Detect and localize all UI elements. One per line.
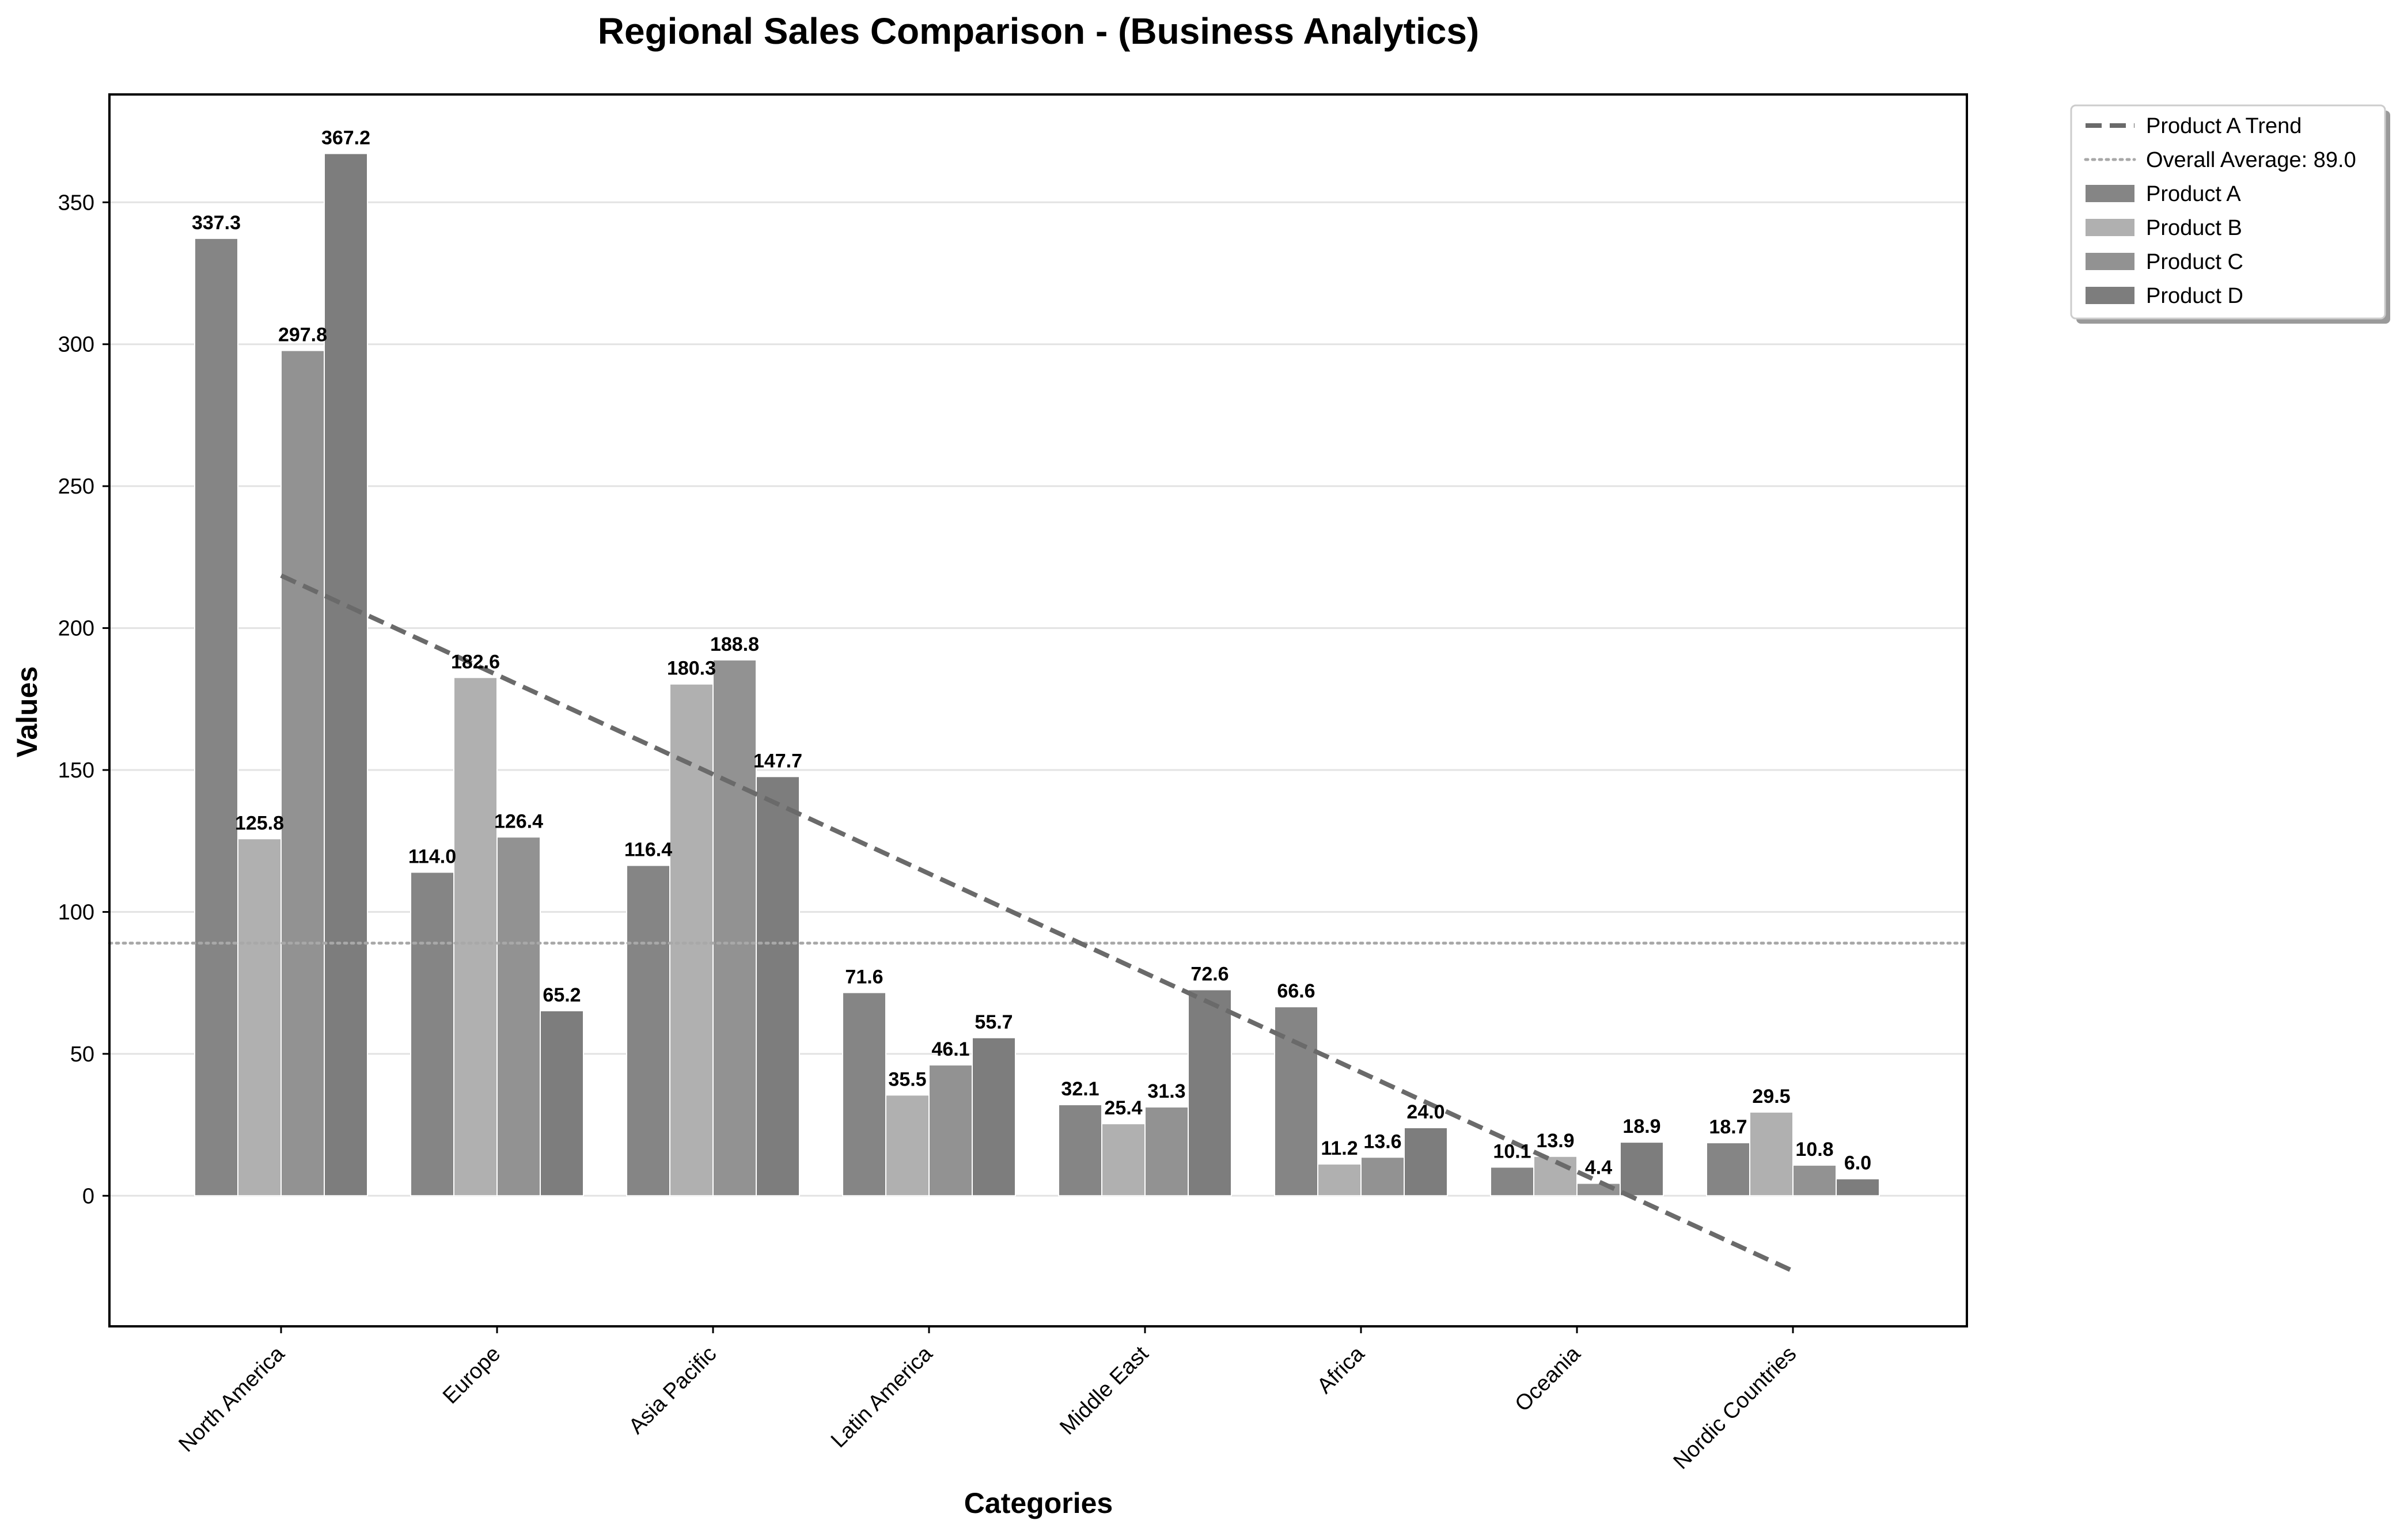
bar-product-c (712, 659, 757, 1197)
bar-product-b (1317, 1163, 1362, 1197)
bar-product-a (1706, 1142, 1750, 1197)
bar-value-label: 18.9 (1622, 1116, 1660, 1137)
bars (194, 153, 1880, 1197)
bar-product-c (928, 1064, 973, 1197)
bar-product-d (972, 1037, 1016, 1197)
bar-value-label: 25.4 (1104, 1097, 1142, 1119)
legend-swatch (2086, 185, 2134, 202)
bar-product-c (496, 836, 541, 1197)
bar-value-label: 46.1 (931, 1038, 969, 1060)
bar-value-label: 32.1 (1061, 1078, 1099, 1100)
bar-value-label: 55.7 (975, 1011, 1013, 1033)
bar-product-d (1836, 1178, 1880, 1197)
legend-label: Product A Trend (2146, 114, 2302, 138)
bar-product-b (885, 1094, 930, 1197)
bar-value-label: 6.0 (1844, 1152, 1871, 1174)
bar-value-label: 29.5 (1752, 1086, 1790, 1107)
bar-product-d (1404, 1127, 1448, 1197)
bar-product-a (410, 871, 454, 1197)
bar-value-label: 10.1 (1493, 1141, 1531, 1163)
bar-product-d (1188, 989, 1232, 1197)
bar-value-label: 71.6 (845, 966, 883, 988)
bar-product-d (540, 1010, 584, 1197)
bar-product-b (669, 683, 714, 1197)
bar-value-label: 13.9 (1536, 1130, 1574, 1152)
bar-value-label: 125.8 (235, 812, 284, 834)
y-tick-label: 100 (58, 900, 94, 924)
bar-value-label: 147.7 (753, 750, 802, 772)
y-tick-label: 300 (58, 333, 94, 357)
legend-label: Product C (2146, 250, 2243, 274)
bar-product-b (1749, 1111, 1794, 1197)
bar-product-a (1490, 1166, 1534, 1197)
bar-product-a (194, 237, 238, 1197)
legend-swatch (2086, 219, 2134, 236)
bar-value-label: 116.4 (624, 839, 672, 861)
bar-labels: 337.3 114.0 116.4 71.6 32.1 66.6 10.1 18.7 125.8… (192, 127, 1871, 1179)
bar-product-b (453, 677, 498, 1197)
y-tick-label: 50 (70, 1042, 94, 1067)
bar-value-label: 114.0 (408, 845, 456, 867)
bar-value-label: 11.2 (1321, 1137, 1358, 1159)
legend-label: Overall Average: 89.0 (2146, 148, 2356, 172)
bar-product-c (1360, 1156, 1405, 1197)
legend-swatch (2086, 287, 2134, 304)
bar-product-c (1792, 1165, 1837, 1197)
bar-value-label: 65.2 (543, 984, 581, 1006)
bar-value-label: 35.5 (888, 1068, 926, 1090)
bar-value-label: 337.3 (192, 212, 241, 234)
bar-product-c (1144, 1106, 1189, 1197)
bar-product-d (756, 776, 800, 1197)
bar-value-label: 10.8 (1795, 1139, 1833, 1160)
bar-product-b (1101, 1123, 1146, 1197)
legend-swatch (2086, 253, 2134, 270)
bar-value-label: 188.8 (710, 634, 759, 655)
y-tick-label: 350 (58, 191, 94, 215)
legend-label: Product A (2146, 182, 2241, 206)
bar-product-b (237, 838, 282, 1197)
bar-product-d (324, 153, 368, 1197)
y-axis-title: Values (11, 666, 43, 757)
bar-product-d (1620, 1141, 1664, 1197)
legend-label: Product B (2146, 216, 2242, 240)
bar-value-label: 13.6 (1363, 1131, 1401, 1152)
y-tick-label: 200 (58, 617, 94, 641)
y-tick-label: 150 (58, 758, 94, 783)
legend-label: Product D (2146, 284, 2243, 308)
bar-product-a (1058, 1104, 1102, 1197)
y-tick-label: 250 (58, 475, 94, 499)
bar-product-b (1533, 1155, 1578, 1197)
reference-lines (108, 573, 1969, 1273)
bar-value-label: 4.4 (1585, 1157, 1612, 1179)
bar-value-label: 66.6 (1277, 980, 1315, 1002)
plot-frame (108, 93, 1968, 1327)
x-axis-title: Categories (964, 1487, 1113, 1519)
bar-value-label: 182.6 (451, 651, 500, 673)
bar-value-label: 367.2 (321, 127, 370, 149)
bar-product-a (842, 992, 886, 1197)
bar-product-a (626, 864, 670, 1197)
legend: Product A Trend Overall Average: 89.0 Prod… (2070, 104, 2390, 324)
bar-product-c (280, 350, 325, 1197)
trend-line (280, 573, 1794, 1273)
chart-title: Regional Sales Comparison - (Business An… (598, 10, 1479, 52)
bar-value-label: 24.0 (1406, 1101, 1444, 1123)
y-tick-label: 0 (82, 1184, 94, 1208)
bar-value-label: 72.6 (1190, 963, 1229, 985)
bar-value-label: 18.7 (1709, 1116, 1747, 1138)
bar-value-label: 297.8 (278, 324, 327, 346)
bar-value-label: 180.3 (667, 658, 716, 680)
bar-value-label: 126.4 (494, 810, 543, 832)
legend-box (2070, 104, 2386, 320)
bar-value-label: 31.3 (1147, 1080, 1185, 1102)
